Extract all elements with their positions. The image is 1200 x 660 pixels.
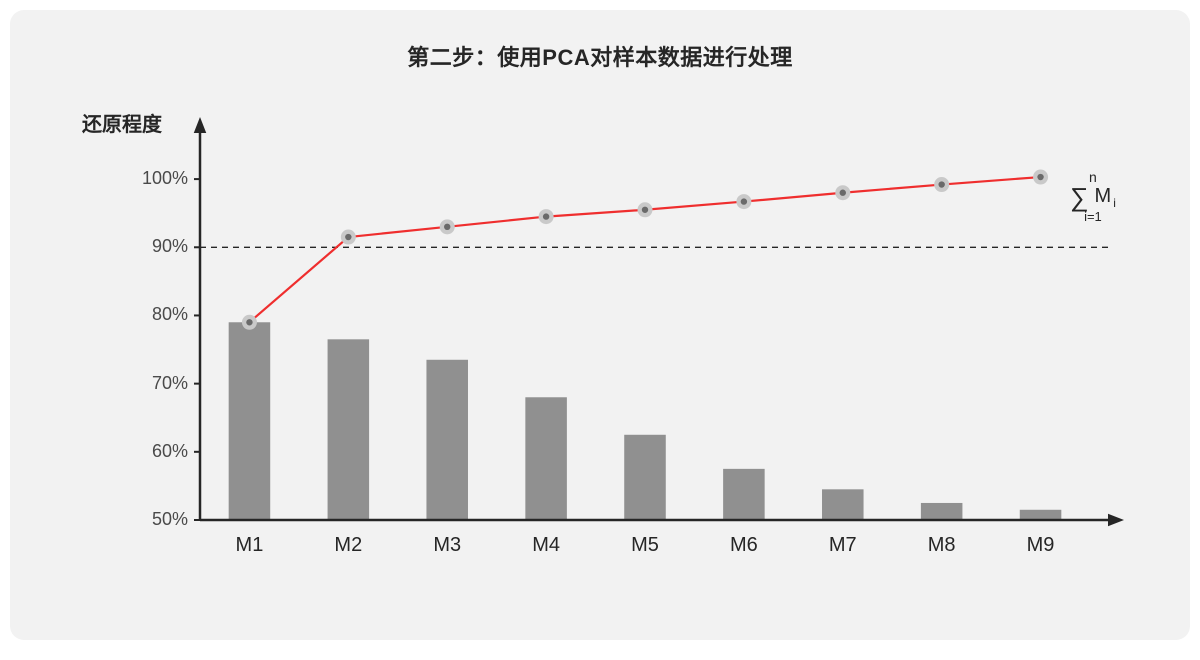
formula-term: Mi	[1095, 185, 1116, 210]
bar	[229, 322, 271, 520]
line-marker-inner	[1037, 174, 1043, 180]
bar	[624, 435, 666, 520]
line-marker-inner	[938, 181, 944, 187]
y-axis-label: 还原程度	[82, 108, 162, 137]
bar	[822, 489, 864, 520]
line-marker-inner	[642, 207, 648, 213]
x-tick-label: M4	[516, 534, 576, 557]
chart-panel: 第二步：使用PCA对样本数据进行处理 还原程度 50% 60% 70% 80% 90% 1…	[10, 10, 1190, 640]
chart-area: 还原程度 50% 60% 70% 80% 90% 100% M1 M2 M3 M4 M5 M6 M7 M…	[70, 100, 1130, 610]
x-tick-label: M1	[219, 534, 279, 557]
sum-formula: n ∑ Mi i=1	[1070, 170, 1116, 223]
bar	[1020, 510, 1062, 520]
x-axis-arrow	[1108, 514, 1124, 527]
x-tick-label: M7	[813, 534, 873, 557]
line-marker-inner	[741, 198, 747, 204]
y-tick-label: 60%	[152, 441, 188, 462]
bar	[328, 339, 370, 520]
line-marker-inner	[246, 319, 252, 325]
y-tick-label: 90%	[152, 236, 188, 257]
bar	[921, 503, 963, 520]
x-tick-label: M3	[417, 534, 477, 557]
sigma-symbol: ∑	[1070, 184, 1089, 210]
y-tick-label: 100%	[142, 168, 188, 189]
chart-title: 第二步：使用PCA对样本数据进行处理	[10, 40, 1190, 72]
x-tick-label: M6	[714, 534, 774, 557]
formula-term-main: M	[1095, 185, 1112, 207]
line-marker-inner	[543, 213, 549, 219]
x-tick-label: M9	[1011, 534, 1071, 557]
line-series	[249, 177, 1040, 322]
x-tick-label: M8	[912, 534, 972, 557]
y-axis-arrow	[194, 117, 207, 133]
x-tick-label: M5	[615, 534, 675, 557]
y-tick-label: 70%	[152, 373, 188, 394]
line-marker-inner	[345, 234, 351, 240]
y-tick-label: 50%	[152, 509, 188, 530]
bar	[525, 397, 567, 520]
y-tick-label: 80%	[152, 304, 188, 325]
x-tick-label: M2	[318, 534, 378, 557]
line-marker-inner	[444, 224, 450, 230]
formula-term-sub: i	[1113, 196, 1116, 210]
bar	[723, 469, 765, 520]
line-marker-inner	[840, 190, 846, 196]
bar	[426, 360, 468, 520]
